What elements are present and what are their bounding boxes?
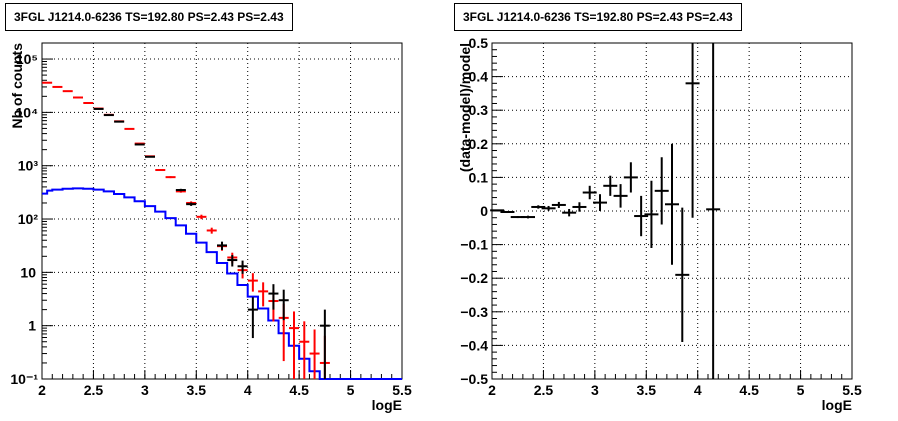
left-xtick-label: 5.5 xyxy=(392,382,412,398)
left-ytick-label: 10⁻¹ xyxy=(10,371,38,387)
left-ytick-label: 10⁵ xyxy=(16,51,38,67)
left-plot-frame xyxy=(41,42,403,380)
right-ytick-label: −0.3 xyxy=(460,304,488,320)
right-xtick-label: 4.5 xyxy=(739,382,759,398)
right-ytick-label: −0.2 xyxy=(460,270,488,286)
right-xtick-label: 3 xyxy=(591,382,599,398)
left-xlabel: logE xyxy=(372,397,402,413)
right-ytick-label: 0.4 xyxy=(469,69,489,85)
left-series-model-step xyxy=(42,187,402,380)
right-ytick-label: 0.5 xyxy=(469,35,489,51)
right-ytick-label: −0.4 xyxy=(460,337,488,353)
right-ytick-label: −0.5 xyxy=(460,371,488,387)
right-ytick-label: 0.1 xyxy=(469,169,489,185)
left-ytick-label: 10 xyxy=(20,264,36,280)
right-xtick-label: 3.5 xyxy=(637,382,657,398)
right-xtick-label: 2.5 xyxy=(534,382,554,398)
left-ytick-label: 10⁴ xyxy=(16,104,39,120)
right-xtick-label: 2 xyxy=(488,382,496,398)
left-xtick-label: 5 xyxy=(347,382,355,398)
right-xtick-label: 5.5 xyxy=(842,382,862,398)
left-ytick-label: 10² xyxy=(18,211,39,227)
right-ytick-label: 0.3 xyxy=(469,102,489,118)
left-ylabel: Nb of counts xyxy=(9,43,25,129)
left-ytick-label: 10³ xyxy=(18,158,39,174)
right-ytick-label: −0.1 xyxy=(460,237,488,253)
left-ytick-label: 1 xyxy=(28,318,36,334)
left-xtick-label: 3 xyxy=(141,382,149,398)
right-chart-title: 3FGL J1214.0-6236 TS=192.80 PS=2.43 PS=2… xyxy=(454,3,742,31)
right-xtick-label: 4 xyxy=(694,382,702,398)
left-xtick-label: 4.5 xyxy=(289,382,309,398)
right-ylabel: (data-model)/model xyxy=(457,43,473,172)
left-xtick-label: 3.5 xyxy=(187,382,207,398)
left-xtick-label: 2.5 xyxy=(84,382,104,398)
left-xtick-label: 4 xyxy=(244,382,252,398)
right-ytick-label: 0.2 xyxy=(469,136,489,152)
right-ytick-label: 0 xyxy=(480,203,488,219)
right-xtick-label: 5 xyxy=(797,382,805,398)
right-xlabel: logE xyxy=(822,397,852,413)
left-xtick-label: 2 xyxy=(38,382,46,398)
left-chart-title: 3FGL J1214.0-6236 TS=192.80 PS=2.43 PS=2… xyxy=(5,3,293,31)
